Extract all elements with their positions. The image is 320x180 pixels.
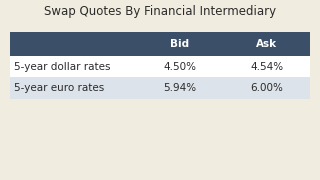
Bar	[10, 32, 136, 56]
Text: 4.54%: 4.54%	[250, 62, 283, 72]
Text: Ask: Ask	[256, 39, 277, 49]
Bar	[10, 56, 136, 77]
Bar	[136, 32, 223, 56]
Text: Swap Quotes By Financial Intermediary: Swap Quotes By Financial Intermediary	[44, 5, 276, 18]
Bar	[10, 77, 136, 99]
Text: 4.50%: 4.50%	[163, 62, 196, 72]
Text: 5-year dollar rates: 5-year dollar rates	[14, 62, 111, 72]
Text: 5.94%: 5.94%	[163, 83, 196, 93]
Text: Bid: Bid	[170, 39, 189, 49]
Bar	[136, 77, 223, 99]
Bar	[223, 32, 310, 56]
Bar	[136, 56, 223, 77]
Bar	[223, 77, 310, 99]
Text: 6.00%: 6.00%	[250, 83, 283, 93]
Text: 5-year euro rates: 5-year euro rates	[14, 83, 105, 93]
Bar	[223, 56, 310, 77]
